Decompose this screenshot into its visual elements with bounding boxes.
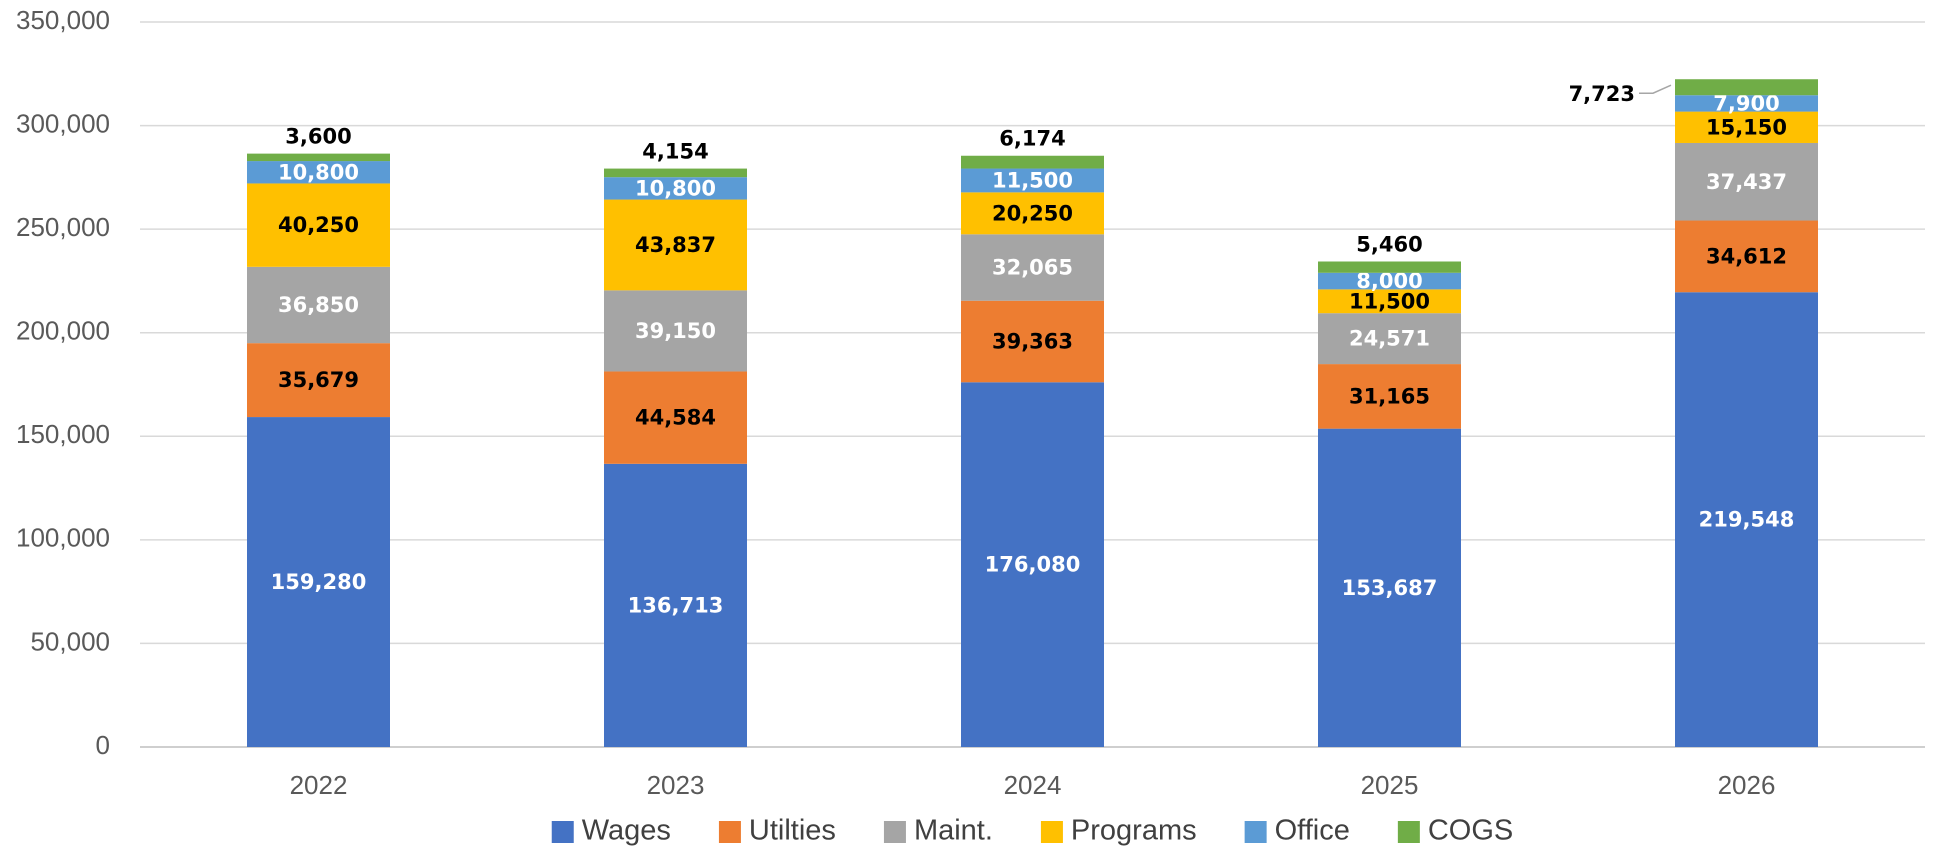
data-label: 39,363 [992,329,1073,353]
bar-segment [1675,79,1818,96]
data-label: 4,154 [642,140,708,164]
legend-swatch [1040,821,1063,843]
data-label: 8,000 [1356,269,1422,293]
legend-label: COGS [1428,815,1513,847]
bar-segment [604,177,747,200]
data-label: 219,548 [1699,508,1795,532]
data-label: 176,080 [985,553,1081,577]
data-label: 11,500 [992,168,1073,192]
data-label: 43,837 [635,233,716,257]
legend-swatch [718,821,741,843]
bar-segment [1318,289,1461,314]
data-label: 3,600 [285,125,351,149]
bar-segment [1675,142,1818,221]
data-label: 31,165 [1349,384,1430,408]
data-label: 35,679 [278,368,359,392]
y-tick-label: 100,000 [16,523,110,553]
x-tick-label: 2024 [1004,770,1062,800]
bar-segment [247,343,390,418]
legend-label: Office [1275,815,1350,847]
x-tick-label: 2026 [1718,770,1776,800]
bar-segment [1675,292,1818,747]
data-label: 34,612 [1706,244,1787,268]
y-tick-label: 50,000 [30,626,110,656]
data-label: 5,460 [1356,232,1422,256]
bar-segment [961,155,1104,169]
data-label: 159,280 [271,570,367,594]
data-label: 7,900 [1713,91,1779,115]
data-label: 7,723 [1569,82,1635,106]
data-label: 36,850 [278,293,359,317]
bar-segment [247,266,390,344]
bar-segment [247,161,390,184]
x-tick-label: 2022 [290,770,348,800]
legend-label: Programs [1071,815,1197,847]
bar-segment [1675,111,1818,143]
bar-segment [961,192,1104,235]
data-label: 10,800 [635,176,716,200]
y-tick-label: 350,000 [16,5,110,35]
data-label: 39,150 [635,319,716,343]
legend-label: Maint. [914,815,993,847]
legend-label: Utilties [749,815,836,847]
x-tick-label: 2023 [647,770,705,800]
bar-segment [604,199,747,291]
bar-segment [604,290,747,372]
bar-segment [961,168,1104,193]
data-label: 24,571 [1349,327,1430,351]
leader-line [1639,84,1672,94]
bar-segment [247,153,390,162]
bar-segment [1318,364,1461,429]
bar-segment [604,371,747,464]
bar-segment [604,168,747,178]
bar-segment [961,382,1104,747]
bar-segment [1318,313,1461,365]
bar-segment [247,417,390,747]
data-label: 15,150 [1706,115,1787,139]
data-label: 136,713 [628,593,724,617]
legend-swatch [1244,821,1267,843]
data-label: 11,500 [1349,289,1430,313]
y-tick-label: 0 [96,730,110,760]
data-label: 44,584 [635,406,716,430]
bar-segment [1675,95,1818,112]
y-tick-label: 300,000 [16,108,110,138]
data-label: 40,250 [278,213,359,237]
y-tick-label: 150,000 [16,419,110,449]
x-tick-label: 2025 [1361,770,1419,800]
bar-segment [604,463,747,747]
legend-swatch [551,821,574,843]
data-label: 153,687 [1342,576,1438,600]
data-label: 32,065 [992,256,1073,280]
data-label: 6,174 [999,127,1065,151]
data-label: 20,250 [992,201,1073,225]
bar-segment [1318,261,1461,273]
y-tick-label: 200,000 [16,316,110,346]
bar-segment [961,300,1104,383]
legend-swatch [883,821,906,843]
bar-segment [1318,428,1461,747]
legend-label: Wages [582,815,671,847]
legend-swatch [1397,821,1420,843]
y-tick-label: 250,000 [16,212,110,242]
bar-segment [1318,272,1461,290]
bar-segment [1675,220,1818,293]
data-label: 10,800 [278,160,359,184]
data-label: 37,437 [1706,170,1787,194]
bar-segment [247,183,390,267]
bar-segment [961,234,1104,301]
